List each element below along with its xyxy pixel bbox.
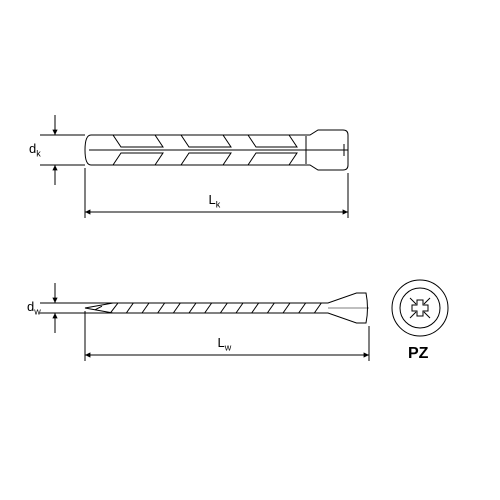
technical-diagram: dk Lk dw Lw PZ bbox=[0, 0, 500, 500]
anchor-diameter-label: dk bbox=[29, 141, 41, 159]
drawing-svg bbox=[0, 0, 500, 500]
anchor-length-label: Lk bbox=[209, 192, 221, 210]
drive-type-label: PZ bbox=[408, 345, 428, 363]
screw-length-label: Lw bbox=[218, 335, 232, 353]
screw-diameter-label: dw bbox=[27, 299, 41, 317]
